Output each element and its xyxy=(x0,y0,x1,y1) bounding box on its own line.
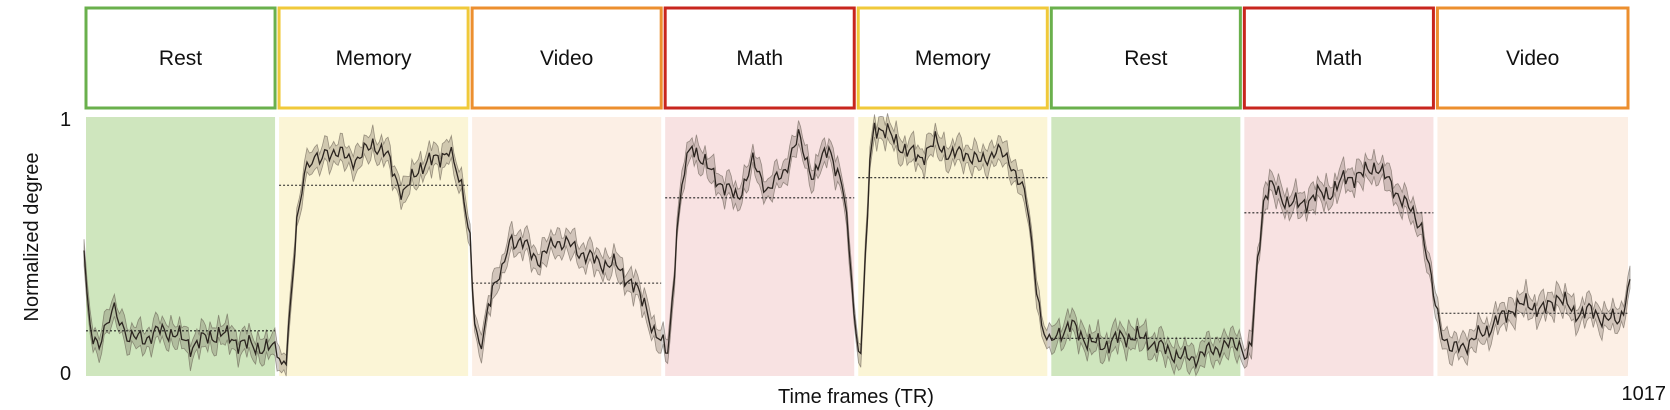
task-box-3 xyxy=(663,6,856,110)
task-box-5 xyxy=(1049,6,1242,110)
series-line-layer xyxy=(83,122,1631,370)
task-label-3: Math xyxy=(736,47,783,70)
block-background-1 xyxy=(279,117,469,376)
task-label-7: Video xyxy=(1506,47,1559,70)
task-box-4 xyxy=(856,6,1049,110)
task-label-1: Memory xyxy=(336,47,412,70)
y-tick-label-0: 0 xyxy=(60,363,71,385)
y-axis-label: Normalized degree xyxy=(21,153,43,322)
x-axis-label: Time frames (TR) xyxy=(778,386,934,408)
task-label-6: Math xyxy=(1316,47,1363,70)
block-mean-lines xyxy=(86,177,1628,339)
task-box-1 xyxy=(277,6,470,110)
task-label-boxes: Rest Memory Video Math Memory Rest Math Video xyxy=(84,6,1630,110)
task-box-2 xyxy=(470,6,663,110)
task-label-2: Video xyxy=(540,47,593,70)
series-line xyxy=(83,122,1631,370)
axes: 1 0 Normalized degree Time frames (TR) 1… xyxy=(21,109,1666,408)
y-tick-label-1: 1 xyxy=(60,109,71,131)
task-box-7 xyxy=(1435,6,1630,110)
task-box-0 xyxy=(84,6,277,110)
x-end-label: 1017 xyxy=(1622,383,1667,405)
block-background-6 xyxy=(1244,117,1434,376)
task-label-5: Rest xyxy=(1124,47,1167,70)
task-box-6 xyxy=(1242,6,1435,110)
task-label-4: Memory xyxy=(915,47,991,70)
task-label-0: Rest xyxy=(159,47,202,70)
